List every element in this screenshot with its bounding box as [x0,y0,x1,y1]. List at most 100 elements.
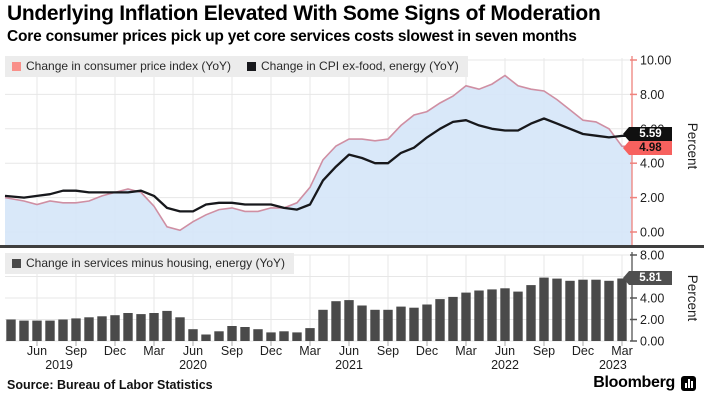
services-bar [6,319,16,341]
services-last-value-badge: 5.81 [623,271,672,285]
services-bar [357,305,367,341]
services-bar [500,288,510,341]
services-bar [513,291,523,341]
core-cpi-line [4,117,632,213]
cpi-series-swatch-icon [12,61,21,71]
services-bar [123,313,133,341]
services-bar [201,334,211,341]
services-bar [305,328,315,341]
bloomberg-wordmark: Bloomberg [593,374,675,391]
services-bar [58,319,68,341]
legend-label-services: Change in services minus housing, energy… [26,256,286,270]
services-bar [474,290,484,341]
services-bar [240,327,250,341]
year-tick-label: 2019 [45,358,73,372]
bottom-axis-title: Percent [685,275,700,322]
services-bar [396,306,406,341]
services-bar [149,313,159,341]
services-bar [370,309,380,341]
year-tick-label: 2020 [179,358,207,372]
month-tick-label: Jun [338,344,360,358]
month-tick-label: Jun [26,344,48,358]
services-bar [32,320,42,341]
services-bar [45,320,55,341]
services-bar [344,300,354,341]
month-tick-label: Jun [494,344,516,358]
month-tick-label: Sep [532,344,556,358]
top-axis-tick-label: 8.00 [640,88,664,102]
services-bar [448,296,458,341]
services-bar [279,331,289,341]
year-tick-label: 2023 [598,358,627,372]
services-bar [175,317,185,341]
services-bar [539,277,549,341]
x-axis-labels: Jun Sep Dec Mar Jun Sep Dec Mar Jun Sep Dec Mar Jun S… [0,344,704,374]
chart-subtitle: Core consumer prices pick up yet core se… [7,28,577,45]
services-bar [110,315,120,341]
services-bar [19,320,29,341]
source-note: Source: Bureau of Labor Statistics [7,378,213,392]
services-bar [552,278,562,341]
services-bar [435,299,445,341]
services-bar [227,326,237,341]
month-tick-label: Sep [64,344,88,358]
services-bar [487,289,497,341]
core-series-swatch-icon [247,61,257,71]
services-bar [188,329,198,341]
top-axis-tick-label: 4.00 [640,157,664,171]
bottom-axis-tick-label: 0.00 [640,335,664,349]
top-axis-tick-label: 0.00 [640,226,664,240]
services-bar [253,329,263,341]
year-tick-label: 2021 [335,358,363,372]
month-tick-label: Jun [182,344,204,358]
top-axis-title: Percent [685,123,700,170]
services-bar [136,314,146,341]
services-bar [266,332,276,341]
services-bar [526,285,536,341]
month-tick-label: Dec [103,344,127,358]
services-bar [461,292,471,341]
services-bar [318,309,328,341]
services-bar [578,279,588,341]
bloomberg-logo: Bloomberg [593,374,696,392]
legend-item-core: Change in CPI ex-food, energy (YoY) [247,59,459,73]
top-chart-legend: Change in consumer price index (YoY) Cha… [5,56,468,77]
bottom-chart-legend: Change in services minus housing, energy… [5,253,295,274]
services-bar [214,331,224,341]
services-bar [617,278,627,341]
services-series-swatch-icon [12,258,21,268]
legend-label-core: Change in CPI ex-food, energy (YoY) [261,59,459,73]
services-bar [409,307,419,341]
services-bar [84,317,94,341]
chart-title: Underlying Inflation Elevated With Some … [7,2,601,25]
services-bar [292,332,302,341]
month-tick-label: Dec [415,344,439,358]
month-tick-label: Dec [259,344,283,358]
services-bar [604,280,614,341]
legend-label-cpi: Change in consumer price index (YoY) [26,59,232,73]
top-axis-tick-label: 2.00 [640,191,664,205]
year-tick-label: 2022 [491,358,519,372]
legend-item-cpi: Change in consumer price index (YoY) [12,59,231,73]
cpi-last-value-badge: 4.98 [623,141,672,155]
month-tick-label: Mar [455,344,477,358]
services-bar [162,310,172,341]
services-bar [71,318,81,341]
month-tick-label: Mar [143,344,165,358]
month-tick-label: Dec [571,344,595,358]
month-tick-label: Sep [220,344,244,358]
month-tick-label: Mar [299,344,321,358]
top-axis-tick-label: 10.00 [640,54,671,68]
bloomberg-chart-glyph-icon [681,375,696,391]
bottom-axis-tick-label: 2.00 [640,313,664,327]
services-bar [565,280,575,341]
legend-item-services: Change in services minus housing, energy… [12,256,285,270]
services-bar [97,316,107,341]
panel-divider [0,245,704,248]
month-tick-label: Sep [376,344,400,358]
services-bar [383,309,393,341]
bottom-axis-tick-label: 4.00 [640,292,664,306]
month-tick-label: Mar [611,344,633,358]
